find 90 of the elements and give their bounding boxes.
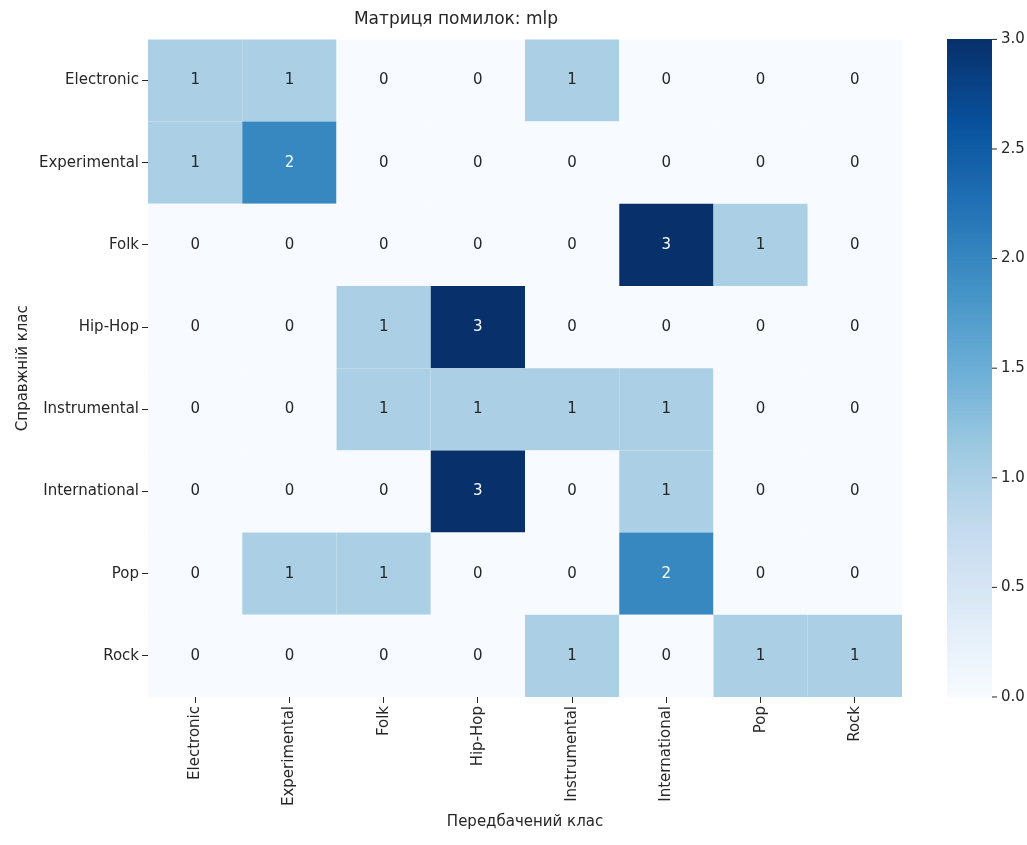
data-label: 0 [284, 234, 295, 253]
data-label: 0 [567, 316, 577, 335]
data-label: 0 [190, 481, 200, 500]
data-label: 1 [567, 70, 577, 89]
data-label: 3 [661, 234, 672, 253]
data-label: 0 [850, 399, 860, 418]
data-label: 0 [284, 481, 295, 500]
data-label: 0 [755, 563, 766, 582]
data-label: 0 [284, 399, 295, 418]
data-label: 1 [755, 645, 766, 664]
data-label: 0 [378, 481, 389, 500]
data-label: 1 [378, 316, 389, 335]
data-label: 0 [755, 70, 766, 89]
data-label: 0 [190, 316, 200, 335]
color-bar-label: 0.0 [1001, 686, 1025, 705]
data-label: 0 [755, 316, 766, 335]
data-label: 3 [473, 316, 483, 335]
color-bar-label: 2.0 [1001, 248, 1025, 267]
color-bar-label: 3.0 [1001, 29, 1025, 48]
data-label: 1 [473, 399, 483, 418]
data-label: 0 [661, 645, 672, 664]
x-tick-label: Experimental [279, 705, 298, 806]
data-label: 0 [850, 234, 860, 253]
data-label: 0 [284, 645, 295, 664]
color-bar-label: 1.5 [1001, 358, 1025, 377]
data-label: 1 [567, 645, 577, 664]
data-label: 0 [190, 234, 200, 253]
data-label: 0 [850, 481, 860, 500]
data-label: 0 [473, 645, 483, 664]
data-label: 0 [378, 234, 389, 253]
data-label: 2 [284, 152, 295, 171]
data-label: 0 [661, 70, 672, 89]
color-bar-label: 1.0 [1001, 467, 1025, 486]
x-tick-label: Hip-Hop [467, 705, 486, 767]
data-label: 0 [661, 316, 672, 335]
y-tick-label: Instrumental [43, 399, 140, 418]
data-label: 0 [850, 152, 860, 171]
data-label: 1 [284, 563, 295, 582]
data-label: 1 [190, 70, 200, 89]
data-label: 2 [661, 563, 672, 582]
data-label: 0 [473, 152, 483, 171]
data-label: 0 [567, 152, 577, 171]
data-label: 0 [473, 563, 483, 582]
data-label: 0 [755, 399, 766, 418]
data-label: 1 [378, 399, 389, 418]
y-tick-label: Rock [103, 645, 140, 664]
data-label: 0 [378, 152, 389, 171]
data-label: 0 [850, 70, 860, 89]
data-label: 0 [284, 316, 295, 335]
data-label: 3 [473, 481, 483, 500]
data-label: 0 [378, 645, 389, 664]
data-label: 0 [567, 481, 577, 500]
y-tick-label: Experimental [39, 152, 140, 171]
data-label: 1 [661, 399, 672, 418]
x-tick-label: Electronic [185, 705, 204, 780]
x-tick-label: Folk [373, 705, 392, 737]
data-label: 0 [755, 481, 766, 500]
data-label: 1 [190, 152, 200, 171]
color-bar-label: 0.5 [1001, 577, 1025, 596]
y-tick-label: Electronic [65, 70, 140, 89]
data-label: 0 [755, 152, 766, 171]
data-label: 0 [378, 70, 389, 89]
y-tick-label: Pop [111, 563, 140, 582]
data-label: 0 [190, 645, 200, 664]
y-tick-label: Folk [108, 234, 140, 253]
data-label: 1 [755, 234, 766, 253]
data-label: 1 [661, 481, 672, 500]
data-label: 1 [567, 399, 577, 418]
data-label: 0 [567, 563, 577, 582]
data-label: 0 [190, 563, 200, 582]
data-label: 0 [473, 234, 483, 253]
x-tick-label: Pop [750, 705, 769, 734]
data-label: 0 [567, 234, 577, 253]
data-label: 1 [378, 563, 389, 582]
data-label: 0 [661, 152, 672, 171]
data-label: 1 [850, 645, 860, 664]
color-bar-label: 2.5 [1001, 138, 1025, 157]
data-label: 0 [190, 399, 200, 418]
data-label: 0 [473, 70, 483, 89]
y-tick-label: Hip-Hop [78, 316, 140, 335]
x-tick-label: Instrumental [562, 705, 581, 802]
data-label: 1 [284, 70, 295, 89]
data-label: 0 [850, 563, 860, 582]
y-tick-label: International [43, 481, 140, 500]
x-tick-label: Rock [844, 705, 863, 742]
chart-title: Матриця помилок: mlp [353, 7, 559, 28]
x-axis-title: Передбачений клас [446, 811, 604, 830]
y-axis-title: Справжній клас [12, 305, 31, 432]
x-tick-label: International [656, 705, 675, 802]
data-label: 0 [850, 316, 860, 335]
